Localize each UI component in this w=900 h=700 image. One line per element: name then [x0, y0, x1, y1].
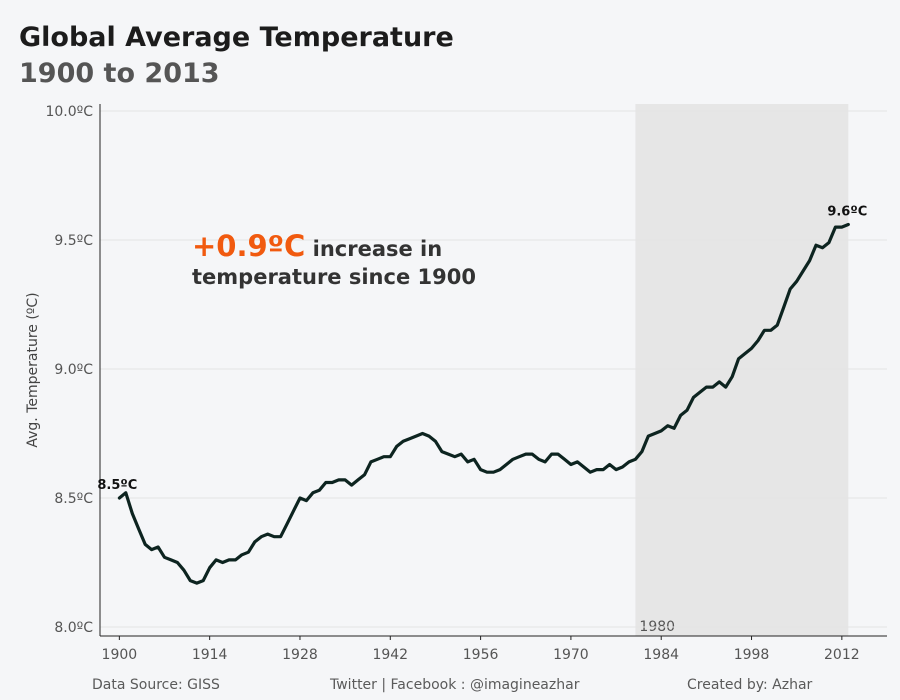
chart-subtitle: 1900 to 2013 — [19, 58, 220, 89]
chart-title: Global Average Temperature — [19, 22, 454, 53]
y-tick-label: 9.5ºC — [54, 233, 93, 249]
x-tick-label: 1956 — [463, 647, 499, 663]
annotation-line-1: +0.9ºC increase in — [192, 229, 442, 263]
y-tick-label: 9.0ºC — [54, 362, 93, 378]
temperature-series-line — [117, 222, 850, 585]
x-tick-label: 1914 — [192, 647, 228, 663]
x-tick-label: 1942 — [372, 647, 408, 663]
start-value-label: 8.5ºC — [97, 478, 137, 493]
x-tick-label: 1984 — [643, 647, 679, 663]
y-tick-label: 10.0ºC — [45, 104, 93, 120]
data-source: Data Source: GISS — [92, 677, 220, 693]
y-tick-label: 8.0ºC — [54, 620, 93, 636]
credit: Created by: Azhar — [687, 677, 813, 693]
y-axis-label: Avg. Temperature (ºC) — [25, 292, 41, 447]
increase-value: +0.9ºC — [192, 229, 305, 263]
highlight-region — [635, 104, 849, 636]
x-tick-label: 1970 — [553, 647, 589, 663]
annotation-text-1: increase in — [305, 237, 442, 261]
social-handle: Twitter | Facebook : @imagineazhar — [330, 677, 580, 693]
x-tick-label: 1928 — [282, 647, 318, 663]
x-tick-label: 2012 — [824, 647, 860, 663]
y-tick-label: 8.5ºC — [54, 491, 93, 507]
x-tick-label: 1998 — [734, 647, 770, 663]
annotation-text-2: temperature since 1900 — [192, 265, 476, 289]
end-value-label: 9.6ºC — [827, 205, 867, 220]
x-tick-label: 1900 — [102, 647, 138, 663]
